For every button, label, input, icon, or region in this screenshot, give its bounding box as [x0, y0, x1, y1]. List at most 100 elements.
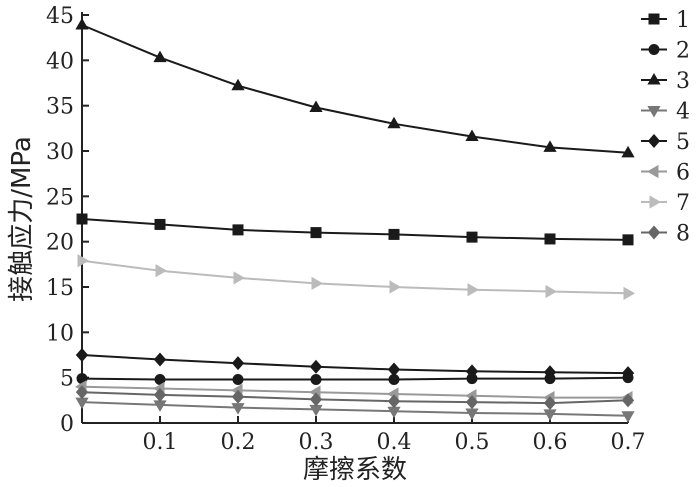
legend-entry-8: 8	[641, 222, 690, 247]
data-point-5	[75, 347, 89, 363]
x-ticks: 0.1 0.2 0.3 0.4 0.5 0.6 0.7	[143, 416, 646, 455]
legend-label: 8	[676, 222, 690, 247]
data-point-8	[387, 394, 401, 409]
legend-label: 6	[676, 161, 690, 186]
x-tick-label: 0.1	[143, 430, 178, 455]
data-point-8	[75, 385, 89, 400]
series-line-1	[81, 218, 629, 241]
legend-label: 3	[676, 69, 690, 94]
legend-marker	[647, 106, 661, 118]
data-point-3	[231, 78, 245, 91]
legend-entry-6: 6	[641, 161, 690, 186]
y-tick-label: 25	[46, 185, 74, 210]
data-point-7	[467, 283, 480, 297]
series-4	[75, 397, 635, 423]
data-point-8	[231, 389, 245, 404]
legend: 1 2 3 4 5 6 7 8	[641, 8, 690, 247]
legend-label: 5	[676, 130, 690, 155]
x-tick-label: 0.5	[455, 430, 490, 455]
data-point-3	[75, 17, 89, 30]
data-point-1	[544, 233, 556, 245]
y-ticks: 0 5 10 15 20 25 30 35 40 45	[46, 4, 89, 437]
data-point-5	[621, 366, 635, 381]
legend-label: 1	[676, 8, 690, 33]
data-point-7	[311, 276, 324, 290]
data-point-7	[545, 284, 558, 299]
series-1	[76, 213, 634, 246]
legend-label: 7	[676, 191, 690, 216]
x-tick-label: 0.4	[377, 430, 412, 455]
legend-marker	[649, 195, 662, 209]
data-point-7	[155, 264, 168, 278]
x-tick-label: 0.3	[299, 430, 334, 455]
legend-entry-2: 2	[641, 39, 690, 64]
series-8	[75, 385, 635, 411]
y-tick-label: 20	[46, 231, 74, 256]
series-line-2	[81, 376, 629, 381]
legend-label: 4	[676, 100, 690, 125]
data-point-8	[465, 395, 479, 410]
data-point-3	[153, 50, 167, 63]
data-point-3	[621, 145, 635, 158]
data-point-5	[153, 352, 167, 367]
data-point-8	[621, 393, 635, 408]
series-3	[75, 17, 635, 158]
legend-entry-4: 4	[641, 100, 690, 125]
y-tick-label: 15	[46, 276, 74, 301]
data-point-3	[387, 116, 401, 129]
data-point-3	[543, 140, 557, 152]
legend-marker	[647, 133, 661, 149]
series-group	[74, 17, 636, 423]
y-tick-label: 10	[46, 321, 74, 346]
data-point-2	[310, 373, 322, 385]
data-point-1	[232, 224, 244, 236]
data-point-7	[623, 286, 636, 300]
data-point-5	[465, 364, 479, 379]
series-5	[75, 347, 635, 381]
x-tick-label: 0.7	[611, 430, 646, 455]
data-point-2	[232, 373, 244, 385]
legend-marker	[648, 44, 660, 55]
y-tick-label: 45	[46, 4, 74, 29]
series-line-7	[81, 259, 629, 295]
data-point-1	[388, 228, 400, 240]
data-point-3	[309, 100, 323, 112]
x-tick-label: 0.6	[533, 430, 568, 455]
x-axis-title: 摩擦系数	[303, 455, 407, 485]
data-point-5	[309, 359, 323, 374]
series-line-3	[81, 24, 629, 154]
y-tick-label: 30	[46, 140, 74, 165]
data-point-1	[154, 218, 166, 230]
y-tick-label: 35	[46, 95, 74, 120]
data-point-1	[622, 234, 634, 246]
series-line-5	[81, 354, 629, 375]
data-point-8	[153, 387, 167, 402]
y-tick-label: 40	[46, 49, 74, 74]
y-tick-label: 5	[60, 367, 74, 392]
data-point-7	[233, 271, 246, 285]
y-axis-title: 接触应力/MPa	[7, 136, 37, 302]
data-point-7	[77, 254, 90, 268]
series-line-6	[81, 385, 628, 399]
data-point-1	[466, 231, 478, 243]
data-point-8	[543, 396, 557, 411]
data-point-5	[387, 362, 401, 377]
legend-marker	[647, 72, 661, 85]
data-point-3	[465, 129, 479, 141]
legend-entry-3: 3	[641, 69, 690, 94]
x-tick-label: 0.2	[221, 430, 256, 455]
legend-label: 2	[676, 39, 690, 64]
series-line-4	[81, 401, 629, 417]
legend-marker	[646, 164, 659, 179]
y-tick-label: 0	[60, 412, 74, 437]
series-7	[77, 254, 636, 300]
legend-marker	[647, 225, 661, 240]
legend-entry-7: 7	[641, 191, 690, 216]
data-point-4	[621, 411, 635, 423]
data-point-1	[310, 227, 322, 239]
legend-entry-5: 5	[641, 130, 690, 155]
legend-marker	[648, 13, 660, 25]
data-point-8	[309, 392, 323, 407]
